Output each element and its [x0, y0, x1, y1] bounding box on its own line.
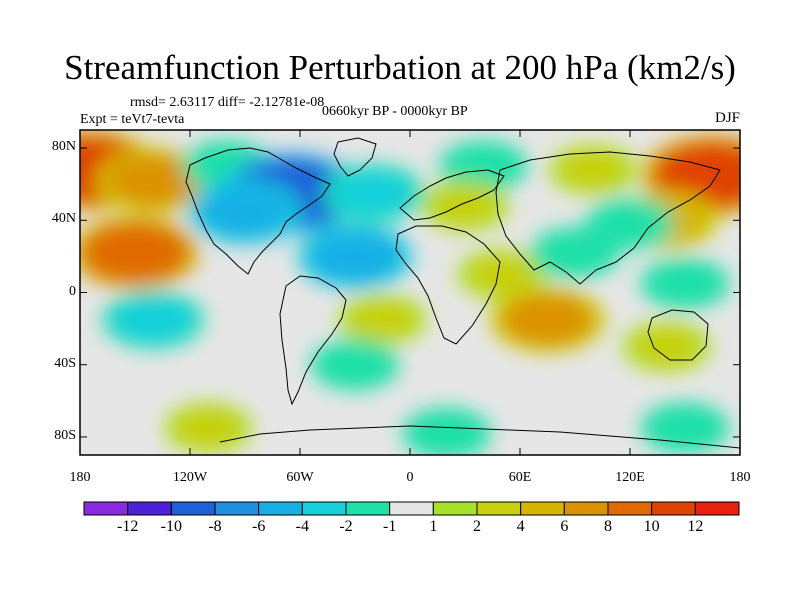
colorbar-swatch [694, 501, 740, 516]
coastline-australia [647, 309, 709, 361]
colorbar-label: 6 [560, 518, 569, 535]
axis-ticks [79, 130, 741, 455]
coastline-antarctica [219, 425, 740, 449]
y-tick-label: 80S [54, 427, 76, 443]
anomaly-center [307, 229, 403, 284]
colorbar-swatch [214, 501, 260, 516]
colorbar-swatch [170, 501, 216, 516]
colorbar-label: 12 [687, 518, 704, 535]
colorbar-label: 2 [473, 518, 481, 535]
anomaly-center [467, 254, 537, 295]
colorbar-swatch [651, 501, 696, 516]
colorbar-label: -10 [160, 518, 182, 535]
colorbar-swatch [83, 501, 129, 516]
anomaly-center [81, 222, 189, 284]
colorbar-swatch [520, 501, 565, 516]
anomaly-center [197, 184, 293, 239]
x-tick-label: 180 [729, 470, 751, 485]
x-tick-label: 60E [508, 470, 532, 485]
coastline-africa [395, 225, 501, 345]
colorbar-swatch [301, 501, 347, 516]
colorbar-label: 4 [516, 518, 525, 535]
colorbar-swatch [258, 501, 303, 516]
coastline-europe [399, 169, 505, 221]
anomaly-center [540, 233, 610, 273]
colorbar-swatch [389, 501, 434, 516]
colorbar-label: -4 [295, 518, 309, 535]
colorbar-label: -1 [382, 518, 397, 535]
y-tick-label: 80N [51, 139, 76, 155]
colorbar-label: -2 [339, 518, 353, 535]
period-label: 0660kyr BP - 0000kyr BP [322, 104, 468, 119]
x-tick-label: 0 [406, 470, 414, 485]
anomaly-center [650, 263, 720, 304]
colorbar-swatch [345, 501, 391, 516]
anomaly-center [650, 408, 720, 448]
anomaly-field [80, 130, 740, 455]
y-tick-label: 40S [54, 355, 76, 371]
coastline-south-america [279, 275, 347, 406]
anomaly-center [595, 204, 665, 244]
colorbar-label: -12 [116, 518, 139, 535]
colorbar-label: 8 [604, 518, 612, 535]
rmsd-diff-stats: rmsd= 2.63117 diff= -2.12781e-08 [130, 95, 325, 110]
coastlines [185, 137, 740, 449]
coastline-asia [495, 151, 721, 285]
colorbar-swatch [607, 501, 653, 516]
colorbar-swatch [432, 501, 478, 516]
colorbar-swatch [563, 501, 609, 516]
y-tick-label: 0 [69, 283, 76, 299]
anomaly-center [332, 169, 415, 217]
x-tick-label: 60W [286, 470, 314, 485]
anomaly-center [412, 413, 482, 453]
anomaly-center [348, 299, 417, 340]
colorbar [83, 501, 740, 516]
experiment-label: Expt = teVt7-tevta [80, 112, 185, 127]
colorbar-swatch [127, 501, 172, 516]
colorbar-label: 1 [429, 518, 438, 535]
colorbar-label: 10 [643, 518, 660, 535]
x-tick-label: 120E [615, 470, 645, 485]
anomaly-center [173, 408, 243, 448]
coastline-north-america [185, 147, 331, 275]
plot-title: Streamfunction Perturbation at 200 hPa (… [64, 48, 736, 87]
anomaly-center [558, 150, 628, 190]
season-label: DJF [714, 110, 740, 126]
anomaly-center [106, 153, 201, 208]
anomaly-center [500, 292, 595, 347]
coastline-greenland [333, 137, 377, 177]
colorbar-swatch [476, 501, 522, 516]
x-tick-label: 120W [172, 470, 208, 485]
colorbar-label: -8 [208, 518, 222, 535]
anomaly-center [320, 345, 390, 385]
x-tick-label: 180 [69, 470, 91, 485]
anomaly-center [112, 296, 195, 343]
y-tick-label: 40N [51, 211, 76, 227]
anomaly-center [448, 146, 518, 186]
colorbar-label: -6 [251, 518, 266, 535]
